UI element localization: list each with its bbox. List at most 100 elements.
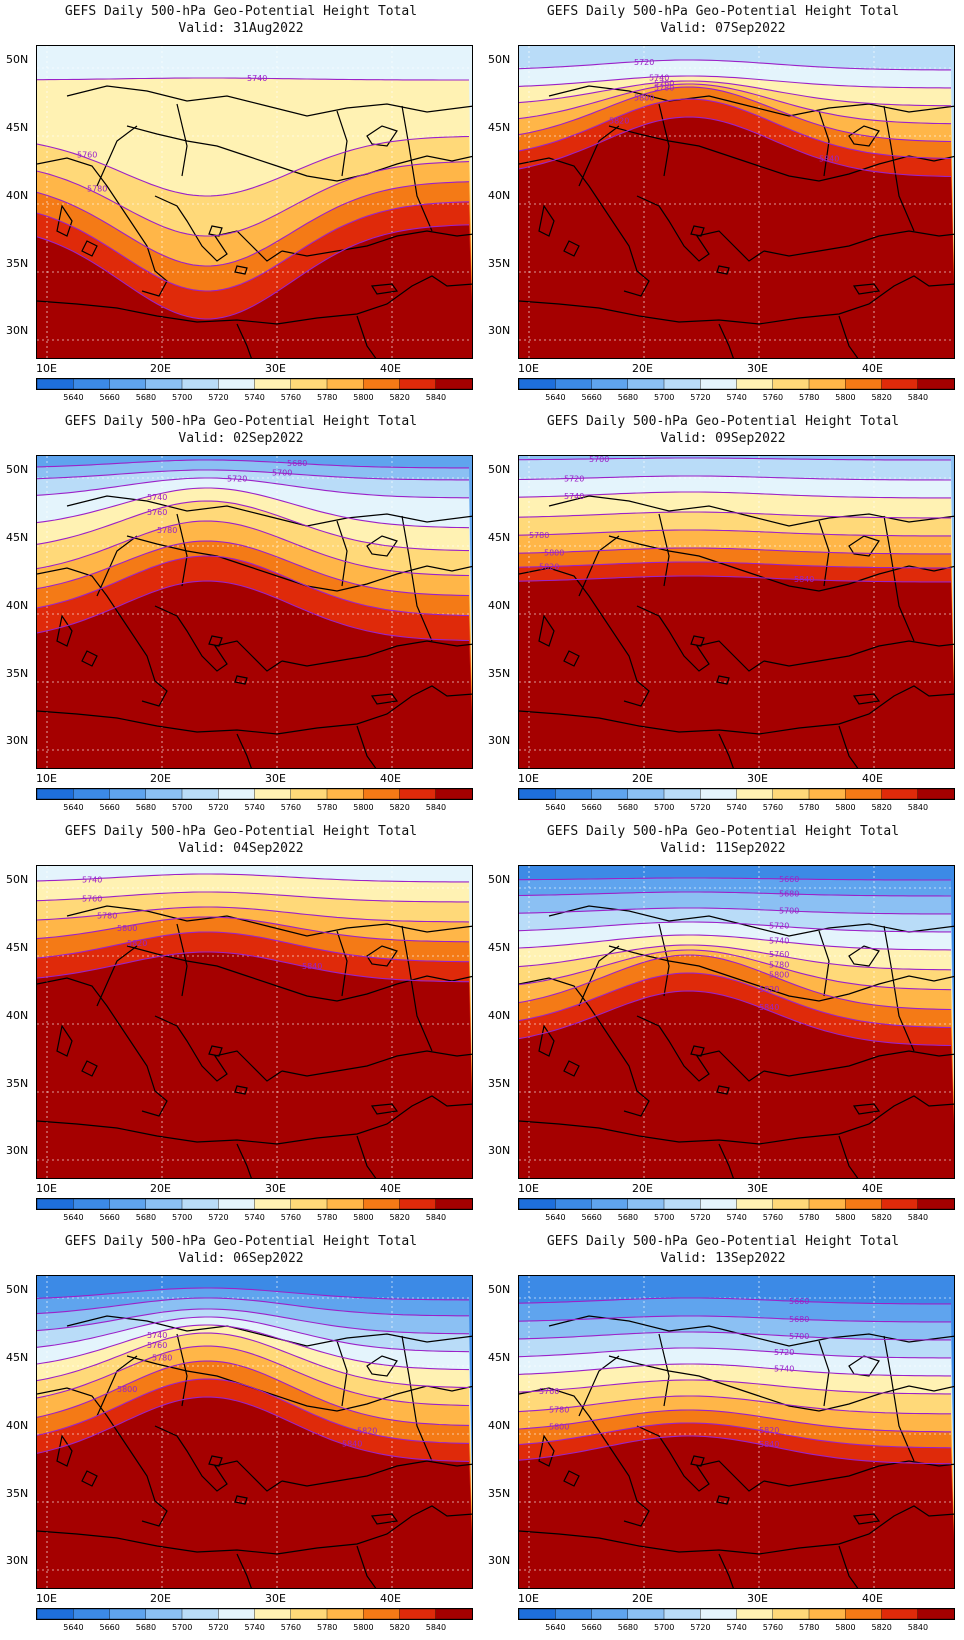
longitude-label: 30E (265, 1592, 286, 1605)
colorbar-swatch (881, 379, 919, 389)
coastline (716, 1495, 730, 1505)
contour-line (37, 181, 470, 267)
coastline (366, 535, 398, 557)
colorbar-label: 5700 (654, 1623, 675, 1632)
colorbar-swatch (627, 1609, 665, 1619)
longitude-label: 10E (36, 362, 57, 375)
contour-line (519, 1379, 951, 1395)
longitude-label: 20E (632, 1182, 653, 1195)
colorbar-label: 5720 (208, 393, 229, 402)
colorbar-label: 5760 (280, 1213, 302, 1222)
colorbar-label: 5820 (871, 393, 892, 402)
height-map: 5660 5680 5700 5720 5740 5760 5780 5800 5820 5840 (518, 865, 955, 1179)
contour-label: 5760 (769, 950, 789, 959)
longitude-label: 40E (380, 362, 401, 375)
coastline (37, 275, 472, 325)
coastline (356, 315, 377, 358)
longitude-label: 30E (747, 1182, 768, 1195)
coastline (578, 1355, 620, 1417)
contour-label: 5800 (544, 549, 564, 558)
latitude-label: 30N (488, 734, 511, 747)
coastline (608, 535, 760, 577)
panel-title: GEFS Daily 500-hPa Geo-Potential Height … (546, 4, 900, 19)
latitude-label: 30N (6, 324, 29, 337)
coastline (154, 1015, 283, 1082)
colorbar-label: 5820 (389, 803, 410, 812)
longitude-label: 30E (747, 1592, 768, 1605)
coastline (281, 1050, 472, 1077)
map-panel: GEFS Daily 500-hPa Geo-Potential Height … (482, 1230, 964, 1640)
coastline (234, 265, 248, 275)
coastline (208, 635, 223, 647)
contour-line (519, 954, 952, 1011)
colorbar-label: 5640 (63, 1213, 84, 1222)
colorbar-swatch (591, 1199, 629, 1209)
latitude-label: 45N (488, 1351, 511, 1364)
colorbar-label: 5640 (545, 393, 566, 402)
coastline (538, 1434, 555, 1467)
colorbar-swatch (700, 1609, 738, 1619)
coastline (852, 693, 881, 705)
coastline (370, 1103, 399, 1115)
colorbar-label: 5700 (172, 803, 193, 812)
coastline (234, 1085, 248, 1095)
coastline (356, 725, 377, 768)
contour-label: 5740 (147, 1331, 167, 1340)
colorbar (518, 788, 955, 800)
colorbar-swatch (399, 1609, 437, 1619)
colorbar-label: 5660 (99, 1213, 120, 1222)
contour-line (37, 487, 470, 529)
colorbar-swatch (663, 1609, 701, 1619)
colorbar-label: 5720 (208, 1623, 229, 1632)
colorbar-label: 5660 (581, 1623, 602, 1632)
coastline (519, 977, 650, 1117)
colorbar-label: 5820 (389, 1623, 410, 1632)
colorbar-swatch (109, 1199, 147, 1209)
contour-line (37, 1332, 470, 1389)
colorbar-swatch (326, 1609, 364, 1619)
colorbar-label: 5660 (99, 1623, 120, 1632)
colorbar-label: 5680 (617, 803, 639, 812)
panel-title: GEFS Daily 500-hPa Geo-Potential Height … (64, 4, 418, 19)
contour-line (37, 931, 469, 963)
coastline (37, 157, 168, 297)
contour-line (37, 201, 470, 292)
colorbar-label: 5840 (907, 393, 929, 402)
contour-label: 5780 (769, 960, 789, 969)
contour-label: 5660 (789, 1297, 809, 1306)
colorbar-label: 5840 (425, 803, 447, 812)
colorbar-label: 5780 (317, 1623, 338, 1632)
coastline (56, 204, 73, 237)
latitude-label: 50N (488, 873, 511, 886)
colorbar-label: 5640 (63, 393, 84, 402)
longitude-label: 30E (747, 772, 768, 785)
coastline (281, 230, 472, 257)
contour-label: 5760 (147, 508, 167, 517)
contour-line (519, 949, 952, 991)
latitude-label: 50N (6, 873, 29, 886)
contour-line (37, 1396, 470, 1462)
coastline (519, 275, 954, 325)
coastline (37, 567, 168, 707)
colorbar-label: 5760 (280, 803, 302, 812)
coastline (690, 225, 705, 237)
panel-title: GEFS Daily 500-hPa Geo-Potential Height … (546, 824, 900, 839)
contour-label: 5840 (794, 575, 814, 584)
longitude-label: 20E (632, 1592, 653, 1605)
coastline (838, 315, 859, 358)
contour-label: 5740 (769, 936, 789, 945)
longitude-label: 40E (862, 362, 883, 375)
colorbar-swatch (519, 789, 556, 799)
contour-label: 5760 (77, 151, 97, 160)
coastline (66, 905, 472, 937)
contour-line (519, 972, 952, 1029)
coastline (401, 1335, 433, 1462)
colorbar-swatch (519, 379, 556, 389)
colorbar-swatch (399, 1199, 437, 1209)
longitude-label: 40E (380, 772, 401, 785)
coastline (336, 930, 348, 997)
colorbar-swatch (591, 789, 629, 799)
colorbar-swatch (435, 1609, 472, 1619)
colorbar-label: 5820 (871, 1213, 892, 1222)
latitude-label: 30N (6, 1554, 29, 1567)
